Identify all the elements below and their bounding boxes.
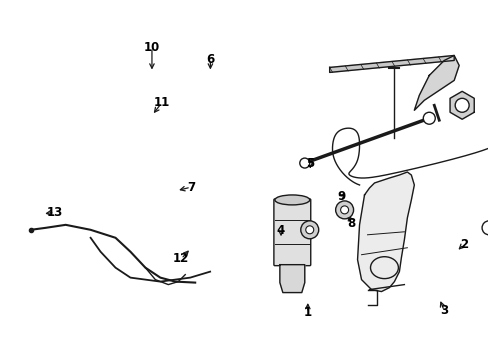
Circle shape xyxy=(299,158,309,168)
Circle shape xyxy=(305,226,313,234)
Polygon shape xyxy=(279,265,304,293)
FancyBboxPatch shape xyxy=(273,199,310,266)
Circle shape xyxy=(335,201,353,219)
Text: 12: 12 xyxy=(173,252,189,265)
Text: 2: 2 xyxy=(459,238,467,251)
Circle shape xyxy=(340,206,348,214)
Text: 1: 1 xyxy=(303,306,311,319)
Text: 7: 7 xyxy=(186,181,195,194)
Text: 3: 3 xyxy=(439,305,447,318)
Circle shape xyxy=(423,112,434,124)
Text: 11: 11 xyxy=(153,96,169,109)
Text: 6: 6 xyxy=(206,53,214,66)
Ellipse shape xyxy=(274,195,309,205)
Text: 10: 10 xyxy=(143,41,160,54)
Polygon shape xyxy=(357,172,413,292)
Circle shape xyxy=(300,221,318,239)
Text: 5: 5 xyxy=(305,157,314,170)
Polygon shape xyxy=(329,55,453,72)
Text: 13: 13 xyxy=(46,206,62,219)
Polygon shape xyxy=(413,55,458,110)
Circle shape xyxy=(481,221,488,235)
Circle shape xyxy=(454,98,468,112)
Polygon shape xyxy=(449,91,473,119)
Text: 8: 8 xyxy=(347,216,355,230)
Text: 4: 4 xyxy=(276,224,285,237)
Text: 9: 9 xyxy=(337,190,346,203)
